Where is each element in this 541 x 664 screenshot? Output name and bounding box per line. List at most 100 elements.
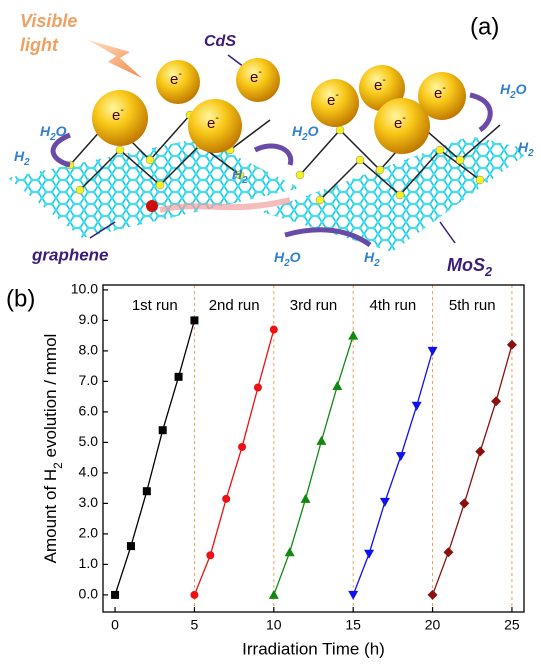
marker	[190, 591, 198, 599]
marker	[111, 591, 119, 599]
water-label-part: O	[516, 81, 527, 97]
x-tick-label: 5	[191, 617, 199, 633]
run-label: 4th run	[370, 297, 417, 314]
y-tick-label: 0.0	[79, 586, 99, 602]
marker	[143, 487, 151, 495]
marker	[348, 331, 358, 340]
marker	[428, 590, 438, 600]
marker	[332, 381, 342, 390]
hydrogen-label: H2	[14, 148, 30, 168]
x-axis-label: Irradiation Time (h)	[242, 639, 385, 658]
electron-label-part: e	[207, 115, 215, 132]
y-axis-label: Amount of H2 evolution / mmol	[41, 334, 65, 564]
y-tick-label: 5.0	[79, 433, 99, 449]
cds-label: CdS	[204, 33, 236, 50]
electron-label-part: -	[120, 104, 124, 116]
marker	[206, 551, 214, 559]
x-tick-label: 25	[504, 617, 520, 633]
light-bolt	[88, 40, 142, 78]
series-line	[115, 320, 194, 595]
hydrogen-label-part: 2	[241, 175, 248, 186]
y-tick-label: 6.0	[79, 403, 99, 419]
mos2-label-part: MoS	[447, 255, 485, 275]
panel-label: (b)	[6, 285, 35, 312]
water-label: H2O	[500, 81, 527, 101]
water-label-part: O	[290, 249, 301, 265]
marker	[175, 373, 183, 381]
marker	[428, 347, 438, 356]
y-tick-label: 2.0	[79, 525, 99, 541]
pointer	[440, 222, 455, 243]
water-label-part: O	[308, 123, 319, 139]
run-label: 5th run	[449, 297, 496, 314]
marker	[159, 426, 167, 434]
y-axis-label-part: evolution / mmol	[41, 334, 60, 463]
electron-label-part: -	[335, 89, 339, 101]
hydrogen-label-part: 2	[373, 258, 380, 269]
marker	[269, 590, 279, 599]
x-tick-label: 15	[345, 617, 361, 633]
hydrogen-label-part: 2	[23, 157, 30, 168]
electron-label-part: -	[258, 66, 262, 78]
marker	[238, 443, 246, 451]
x-tick-label: 0	[111, 617, 119, 633]
run-label: 2nd run	[209, 297, 260, 314]
marker	[301, 494, 311, 503]
y-tick-label: 7.0	[79, 372, 99, 388]
marker	[222, 495, 230, 503]
hole	[146, 200, 158, 212]
plot-frame	[103, 285, 524, 612]
electron-label-part: e	[394, 115, 402, 132]
light-label: light	[20, 35, 59, 55]
y-tick-label: 8.0	[79, 342, 99, 358]
x-tick-label: 20	[425, 617, 441, 633]
y-tick-label: 4.0	[79, 464, 99, 480]
marker	[412, 402, 422, 411]
water-label: H2O	[292, 123, 319, 143]
electron-label-part: e	[250, 69, 258, 86]
electron-label-part: -	[178, 68, 182, 80]
run-label: 1st run	[132, 297, 178, 314]
x-tick-label: 10	[266, 617, 282, 633]
series-line	[433, 345, 512, 595]
mos2-label-part: 2	[484, 265, 492, 279]
water-label: H2O	[274, 249, 301, 269]
electron-label-part: e	[374, 77, 382, 94]
marker	[364, 550, 374, 559]
y-tick-label: 10.0	[71, 281, 98, 297]
hydrogen-label: H2	[364, 249, 380, 269]
marker	[380, 498, 390, 507]
marker	[475, 447, 485, 457]
marker	[443, 547, 453, 557]
marker	[348, 591, 358, 600]
marker	[459, 498, 469, 508]
electron-label-part: -	[402, 112, 406, 124]
electron-label-part: e	[327, 92, 335, 109]
chart: (b) 0.0 1.0 2.0 3.0 4.0 5.0 6.0 7.0 8.0 9.0 10.0 0 5 1…	[6, 281, 524, 659]
marker	[270, 326, 278, 334]
electron-label-part: -	[442, 82, 446, 94]
marker	[316, 436, 326, 445]
electron-label-part: -	[215, 112, 219, 124]
y-axis-label-part: Amount of H	[41, 469, 60, 564]
marker	[254, 383, 262, 391]
y-tick-label: 9.0	[79, 311, 99, 327]
marker	[285, 547, 295, 556]
marker	[491, 396, 501, 406]
run-label: 3rd run	[290, 297, 338, 314]
water-label-part: O	[56, 123, 67, 139]
mos2-label: MoS2	[447, 255, 492, 280]
electron-label-part: e	[112, 107, 120, 124]
y-tick-label: 1.0	[79, 555, 99, 571]
marker	[127, 542, 135, 550]
series-line	[353, 351, 432, 595]
marker	[190, 316, 198, 324]
light-label: Visible	[20, 11, 77, 31]
y-tick-label: 3.0	[79, 494, 99, 510]
figure: e-e-e-e-e-e-e-e-(a)VisiblelightCdSgraphe…	[0, 0, 541, 664]
electron-label-part: e	[434, 85, 442, 102]
marker	[396, 452, 406, 461]
marker	[507, 340, 517, 350]
hydrogen-label-part: 2	[527, 148, 534, 159]
